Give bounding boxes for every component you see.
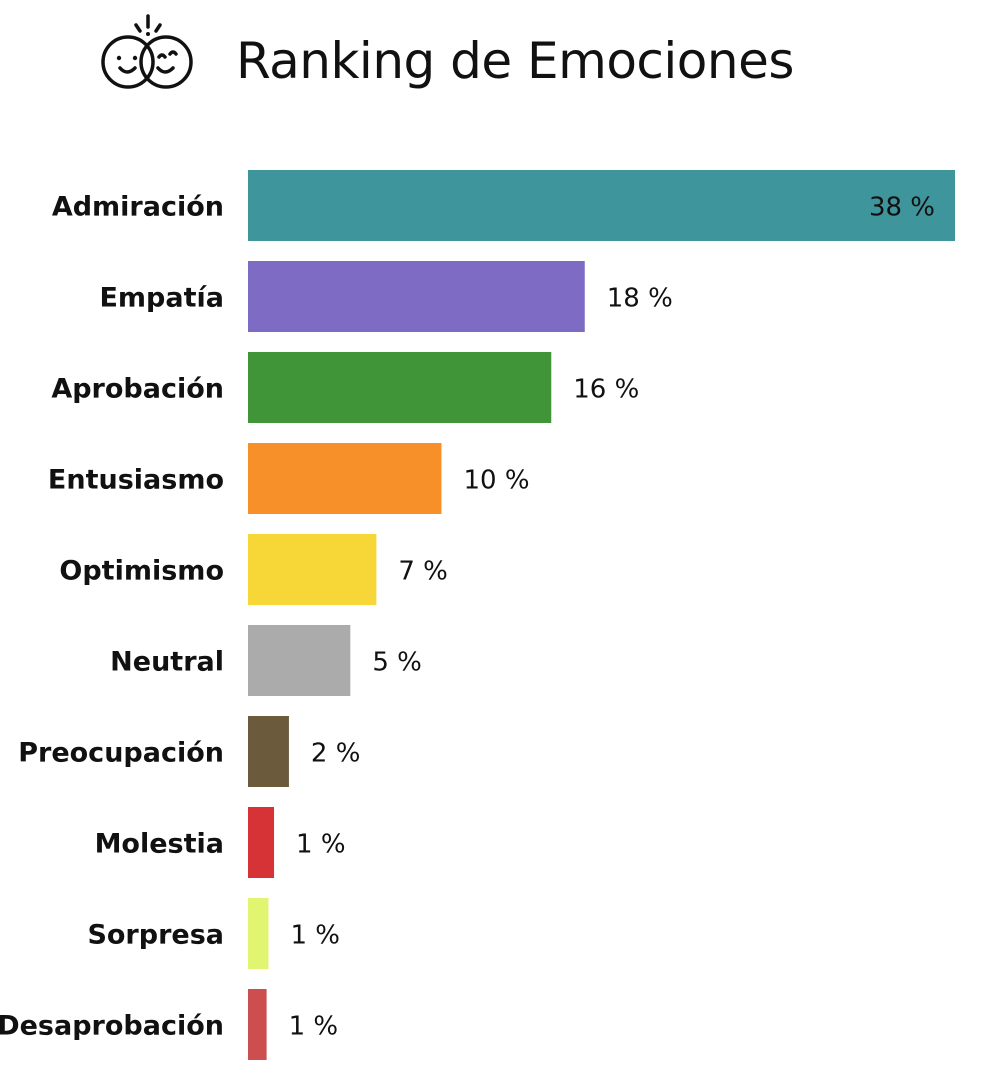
bar-8 (248, 898, 269, 969)
category-label: Optimismo (59, 556, 224, 587)
bar-3 (248, 443, 442, 514)
value-label: 2 % (311, 739, 361, 769)
category-label: Preocupación (18, 738, 224, 769)
value-label: 5 % (372, 648, 422, 678)
bar-4 (248, 534, 377, 605)
page-title: Ranking de Emociones (236, 32, 794, 90)
category-label: Neutral (110, 647, 224, 678)
category-label: Empatía (99, 283, 224, 314)
value-label: 18 % (607, 284, 673, 314)
value-label: 7 % (398, 557, 448, 587)
value-label: 10 % (463, 466, 529, 496)
category-label: Desaprobación (0, 1011, 224, 1042)
bar-7 (248, 807, 275, 878)
bar-0 (248, 170, 955, 241)
value-label: 1 % (290, 921, 340, 951)
category-label: Aprobación (51, 374, 224, 405)
value-label: 1 % (296, 830, 346, 860)
bar-1 (248, 261, 585, 332)
bar-6 (248, 716, 289, 787)
value-label: 1 % (289, 1012, 339, 1042)
category-label: Sorpresa (87, 920, 224, 951)
bar-9 (248, 989, 267, 1060)
bar-2 (248, 352, 552, 423)
category-label: Entusiasmo (48, 465, 224, 496)
category-label: Molestia (95, 829, 224, 860)
bar-5 (248, 625, 351, 696)
category-label: Admiración (52, 192, 224, 223)
value-label: 38 % (869, 193, 935, 223)
value-label: 16 % (573, 375, 639, 405)
two-smiling-faces-icon (101, 14, 193, 89)
